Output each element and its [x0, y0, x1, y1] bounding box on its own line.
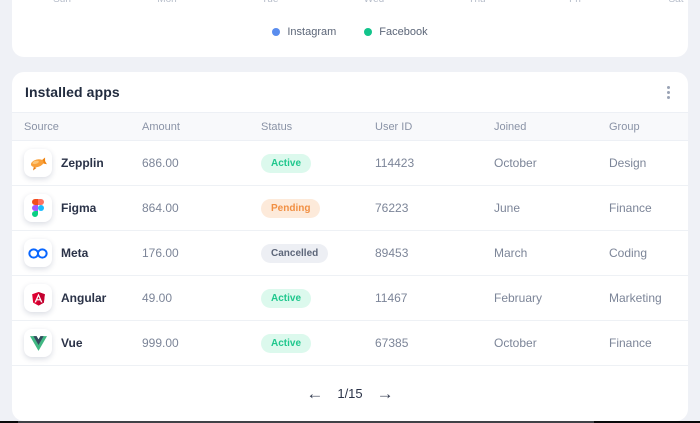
app-name: Meta: [61, 246, 89, 260]
window-bottom-edge: [0, 421, 700, 423]
app-icon: [24, 239, 52, 267]
status-cell: Active: [261, 333, 375, 353]
amount-cell: 49.00: [142, 291, 173, 305]
column-header: User ID: [375, 120, 413, 133]
status-cell: Active: [261, 288, 375, 308]
next-page-button[interactable]: →: [376, 383, 394, 403]
column-header: Amount: [142, 120, 180, 133]
joined-cell: March: [494, 246, 528, 260]
table-body: Zepplin 686.00 Active 114423 October Des…: [12, 141, 688, 366]
legend-label: Instagram: [287, 26, 337, 38]
joined-cell: October: [494, 156, 537, 170]
column-header: Group: [609, 120, 640, 133]
amount-cell: 176.00: [142, 246, 179, 260]
app-icon: [24, 194, 52, 222]
chart-legend: Instagram Facebook: [12, 26, 688, 38]
status-badge: Cancelled: [261, 243, 329, 263]
page-indicator: 1/15: [337, 385, 363, 401]
legend-item[interactable]: Instagram: [272, 26, 336, 38]
card-header: Installed apps: [12, 72, 688, 112]
status-cell: Active: [261, 153, 375, 173]
status-cell: Cancelled: [261, 243, 375, 263]
x-axis-label: Tue: [262, 0, 279, 5]
x-axis-label: Mon: [157, 0, 176, 5]
status-badge: Active: [261, 153, 312, 173]
group-cell: Marketing: [609, 291, 662, 305]
user-id-cell: 76223: [375, 201, 409, 215]
source-cell: Zepplin: [24, 149, 142, 177]
x-axis-label: Wed: [364, 0, 384, 5]
kebab-menu-icon[interactable]: [658, 80, 678, 104]
x-axis-label: Sun: [53, 0, 71, 5]
amount-cell: 864.00: [142, 201, 179, 215]
legend-label: Facebook: [379, 26, 428, 38]
app-name: Vue: [61, 336, 83, 350]
card-title: Installed apps: [25, 84, 120, 100]
user-id-cell: 89453: [375, 246, 409, 260]
status-cell: Pending: [261, 198, 375, 218]
table-row[interactable]: Vue 999.00 Active 67385 October Finance: [12, 321, 688, 366]
status-badge: Active: [261, 288, 312, 308]
group-cell: Finance: [609, 336, 652, 350]
legend-item[interactable]: Facebook: [364, 26, 428, 38]
chart-card: Sun Mon Tue Wed Thu Fri Sat Instagram: [12, 0, 688, 57]
app-name: Figma: [61, 201, 97, 215]
column-header: Status: [261, 120, 293, 133]
installed-apps-card: Installed apps Source Amount Status User…: [12, 72, 688, 421]
legend-dot-icon: [272, 28, 281, 36]
app-icon: [24, 329, 52, 357]
group-cell: Design: [609, 156, 647, 170]
app-icon: [24, 284, 52, 312]
source-cell: Meta: [24, 239, 142, 267]
amount-cell: 999.00: [142, 336, 179, 350]
joined-cell: June: [494, 201, 521, 215]
chart-x-axis-labels: Sun Mon Tue Wed Thu Fri Sat: [12, 0, 688, 6]
group-cell: Coding: [609, 246, 648, 260]
source-cell: Figma: [24, 194, 142, 222]
source-cell: Vue: [24, 329, 142, 357]
pagination: ← 1/15 →: [12, 366, 688, 420]
source-cell: Angular: [24, 284, 142, 312]
app-icon: [24, 149, 52, 177]
table-row[interactable]: Meta 176.00 Cancelled 89453 March Coding: [12, 231, 688, 276]
status-badge: Pending: [261, 198, 321, 218]
table-row[interactable]: Zepplin 686.00 Active 114423 October Des…: [12, 141, 688, 186]
app-name: Zepplin: [61, 156, 104, 170]
joined-cell: October: [494, 336, 537, 350]
status-badge: Active: [261, 333, 312, 353]
legend-dot-icon: [364, 28, 373, 36]
user-id-cell: 67385: [375, 336, 409, 350]
prev-page-button[interactable]: ←: [306, 383, 324, 403]
table-row[interactable]: Angular 49.00 Active 11467 February Mark…: [12, 276, 688, 321]
table-header-row: Source Amount Status User ID Joined Grou…: [12, 112, 688, 141]
x-axis-label: Fri: [569, 0, 581, 5]
joined-cell: February: [494, 291, 543, 305]
group-cell: Finance: [609, 201, 652, 215]
user-id-cell: 11467: [375, 291, 408, 305]
user-id-cell: 114423: [375, 156, 415, 170]
x-axis-label: Thu: [468, 0, 485, 5]
app-name: Angular: [61, 291, 107, 305]
amount-cell: 686.00: [142, 156, 179, 170]
column-header: Joined: [494, 120, 527, 133]
x-axis-label: Sat: [668, 0, 683, 5]
table-row[interactable]: Figma 864.00 Pending 76223 June Finance: [12, 186, 688, 231]
column-header: Source: [24, 120, 59, 133]
